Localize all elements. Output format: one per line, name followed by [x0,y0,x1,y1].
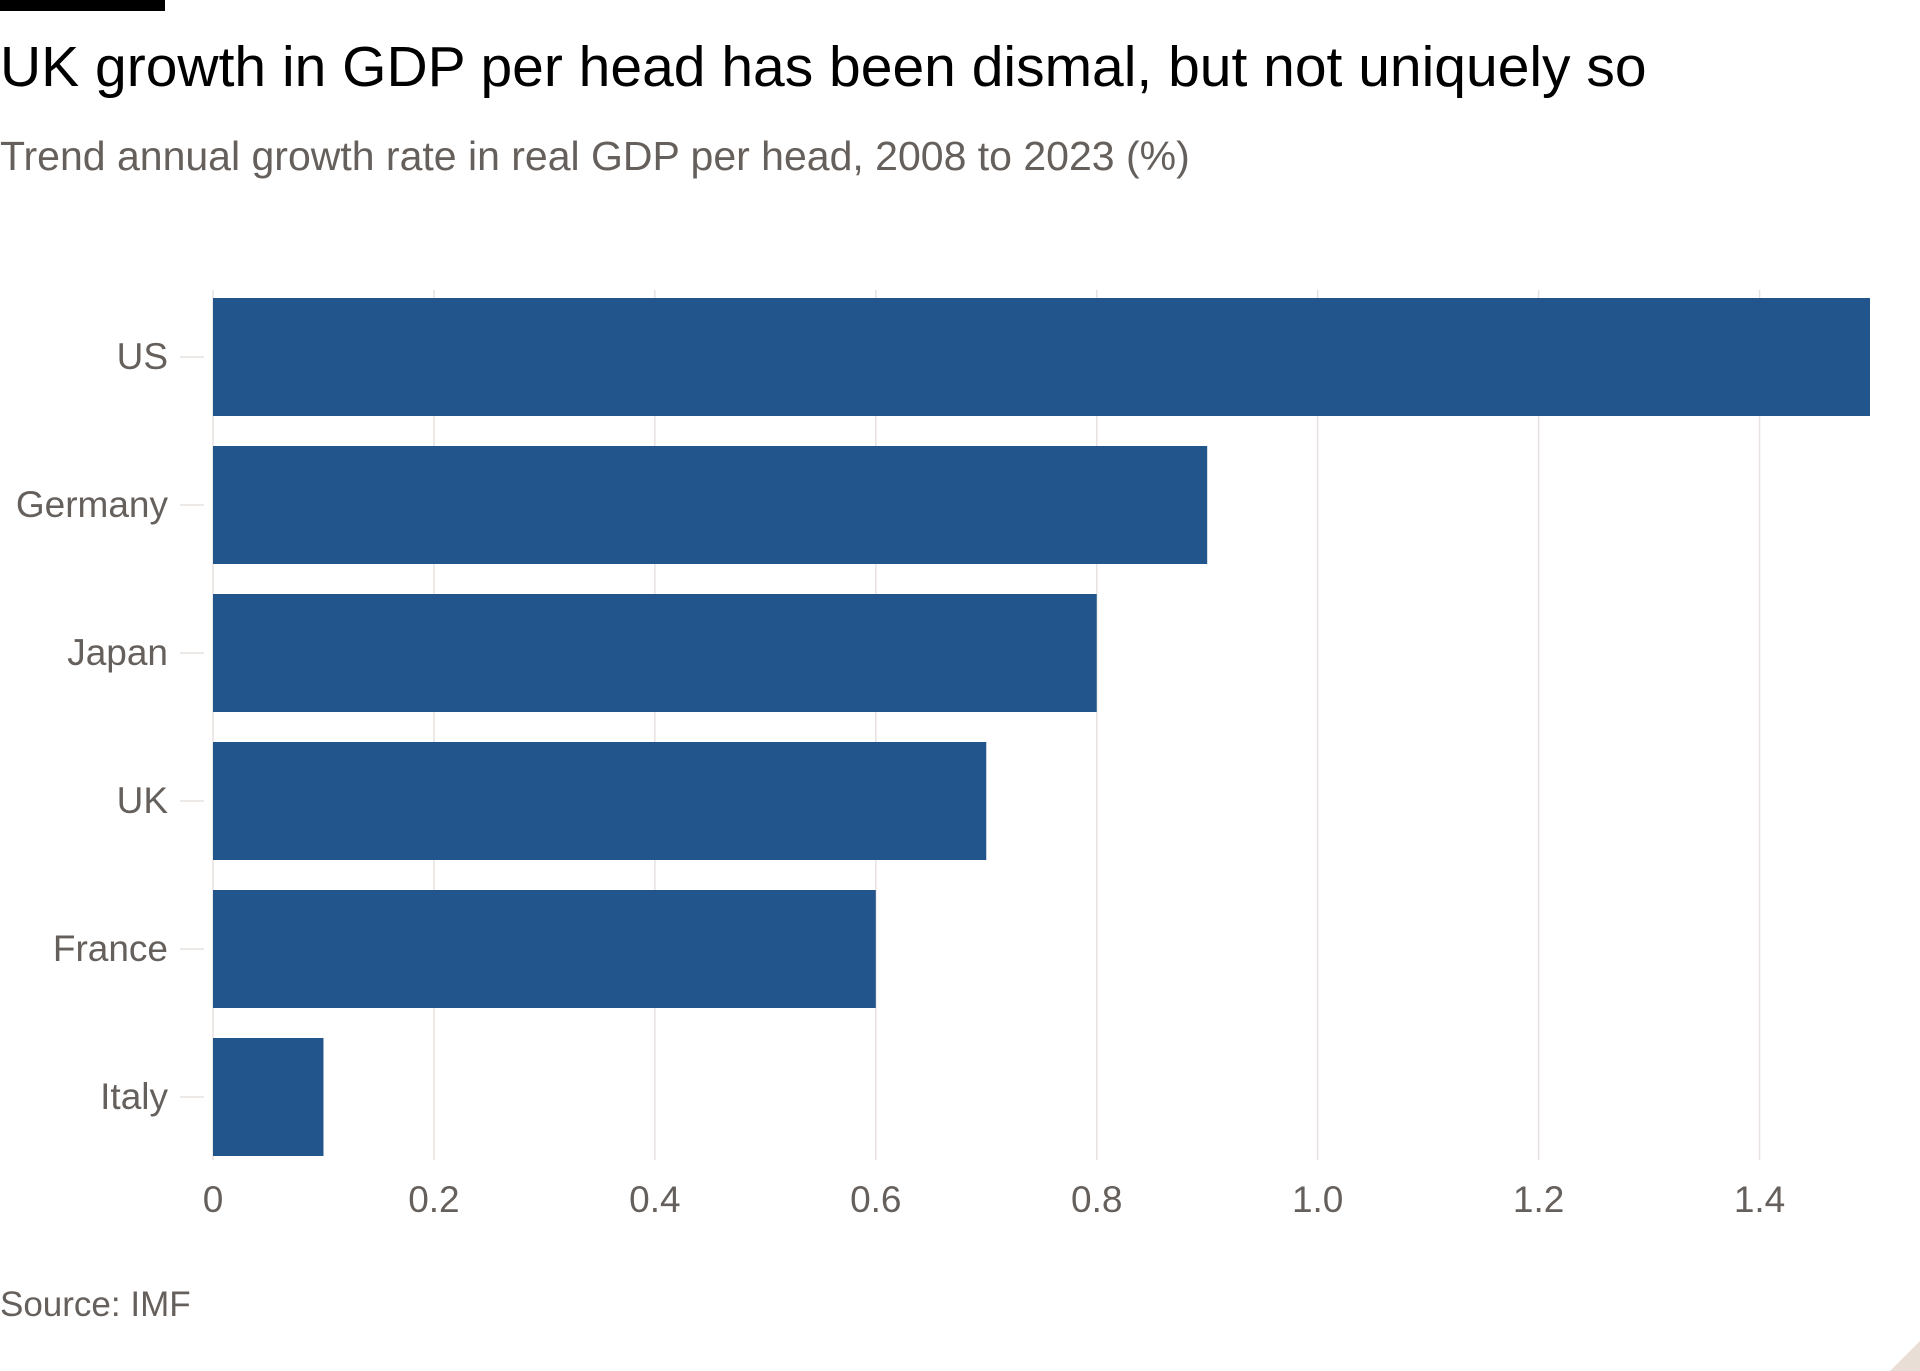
x-tick-labels: 0 0.2 0.4 0.6 0.8 1.0 1.2 1.4 [203,1179,1786,1220]
x-tick-label: 0 [203,1179,224,1220]
bar-japan [213,594,1097,712]
x-tick-label: 0.6 [850,1179,901,1220]
chart-subtitle: Trend annual growth rate in real GDP per… [0,133,1190,179]
x-tick-label: 1.0 [1292,1179,1343,1220]
bar-us [213,298,1870,416]
chart-area: US Germany Japan UK France Italy 0 0.2 0.4 0.6 0.… [0,260,1920,1240]
x-tick-label: 0.2 [408,1179,459,1220]
bar-chart: US Germany Japan UK France Italy 0 0.2 0.4 0.6 0.… [16,290,1870,1220]
x-tick-label: 1.4 [1734,1179,1785,1220]
category-label: US [117,336,168,377]
gridlines [212,290,1761,1160]
category-label: Japan [67,632,168,673]
bars [213,298,1870,1156]
bar-uk [213,742,987,860]
x-tick-label: 0.4 [629,1179,680,1220]
category-label: UK [117,780,169,821]
bar-france [213,890,876,1008]
chart-title: UK growth in GDP per head has been disma… [0,35,1647,99]
x-tick-label: 1.2 [1513,1179,1564,1220]
bar-germany [213,446,1208,564]
bar-italy [213,1038,324,1156]
category-label: Germany [16,484,169,525]
top-rule [0,0,165,11]
corner-mark [1890,1341,1920,1371]
x-tick-label: 0.8 [1071,1179,1122,1220]
category-labels: US Germany Japan UK France Italy [16,336,204,1117]
category-label: Italy [100,1076,168,1117]
category-label: France [53,928,168,969]
source-note: Source: IMF [0,1285,191,1324]
